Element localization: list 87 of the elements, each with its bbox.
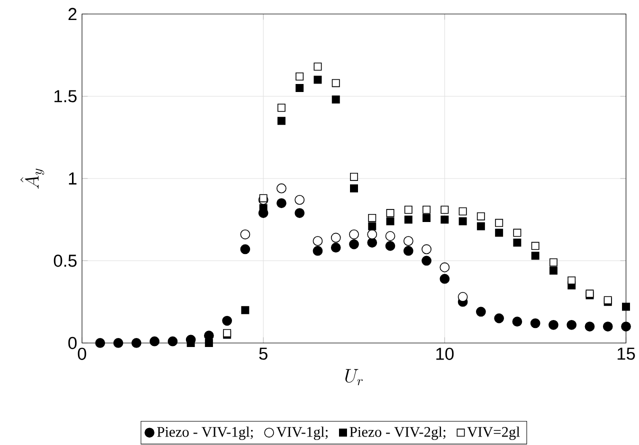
- point: [385, 241, 396, 251]
- point: [332, 96, 340, 104]
- point: [458, 217, 467, 226]
- point: [458, 207, 467, 216]
- point: [566, 320, 577, 330]
- point: [367, 238, 378, 248]
- y-tick-label: 2: [68, 8, 76, 20]
- x-axis-title: $U_r$: [345, 369, 363, 386]
- point: [530, 318, 540, 328]
- point: [349, 239, 359, 250]
- y-tick-label: 0: [68, 336, 77, 350]
- point: [476, 212, 485, 220]
- point: [332, 79, 340, 88]
- point: [440, 206, 449, 214]
- point: [276, 198, 286, 208]
- y-axis-title: $\hat{A}_y$: [20, 168, 44, 189]
- point: [602, 322, 613, 332]
- point: [386, 217, 394, 226]
- point: [531, 242, 540, 250]
- point: [512, 316, 522, 327]
- legend-label: VIV-1gl;: [276, 426, 328, 440]
- point: [494, 313, 504, 324]
- x-tick-label: 15: [618, 348, 635, 360]
- point: [277, 104, 286, 112]
- y-tick-label: 1.5: [54, 90, 77, 102]
- point: [458, 292, 468, 302]
- point: [294, 208, 305, 218]
- point: [367, 229, 378, 240]
- x-tick-label: 0: [78, 348, 86, 360]
- point: [277, 116, 286, 125]
- point: [294, 194, 305, 205]
- point: [404, 206, 412, 214]
- point: [495, 228, 504, 237]
- point: [495, 218, 504, 227]
- y-tick-label: 0.5: [54, 254, 77, 267]
- point: [568, 276, 576, 284]
- point: [350, 172, 358, 181]
- point: [476, 306, 486, 317]
- point: [440, 262, 450, 272]
- point: [312, 246, 323, 256]
- legend-label: VIV=2gl: [467, 426, 520, 440]
- point: [240, 244, 250, 254]
- point: [422, 244, 432, 254]
- point: [422, 214, 431, 222]
- point: [422, 256, 432, 266]
- point: [259, 194, 268, 202]
- point: [330, 232, 341, 243]
- point: [222, 316, 232, 326]
- point: [240, 229, 250, 240]
- point: [349, 229, 359, 240]
- point: [150, 336, 160, 346]
- point: [350, 184, 358, 192]
- point: [476, 222, 485, 230]
- legend-label: Piezo - VIV-1gl;: [157, 426, 253, 440]
- x-tick-label: 5: [259, 348, 268, 360]
- point: [314, 62, 322, 71]
- point: [549, 266, 558, 275]
- point: [548, 320, 558, 330]
- point: [241, 306, 250, 314]
- point: [403, 236, 414, 246]
- legend-label: Piezo - VIV-2gl;: [350, 426, 446, 440]
- x-tick-label: 10: [436, 348, 454, 360]
- point: [131, 338, 142, 348]
- point: [386, 209, 394, 218]
- point: [95, 338, 106, 348]
- point: [440, 274, 450, 284]
- point: [440, 216, 449, 224]
- point: [368, 222, 376, 230]
- y-tick-label: 1: [68, 172, 76, 184]
- point: [422, 206, 431, 214]
- point: [168, 336, 178, 346]
- point: [296, 84, 304, 92]
- point: [403, 246, 414, 256]
- point: [531, 252, 540, 260]
- point: [204, 338, 213, 347]
- point: [312, 236, 323, 246]
- point: [314, 76, 322, 84]
- point: [330, 242, 341, 253]
- point: [113, 338, 124, 348]
- point: [513, 228, 522, 237]
- point: [513, 238, 522, 247]
- point: [404, 216, 412, 224]
- point: [622, 302, 630, 311]
- point: [385, 231, 396, 241]
- point: [549, 258, 558, 266]
- point: [584, 322, 595, 332]
- point: [276, 183, 286, 194]
